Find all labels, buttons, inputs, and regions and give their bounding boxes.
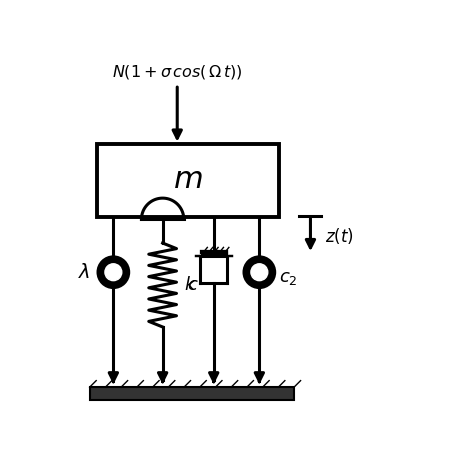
Bar xyxy=(97,145,279,218)
Text: $k$: $k$ xyxy=(184,276,197,294)
Text: $z(t)$: $z(t)$ xyxy=(325,227,354,246)
Text: $\lambda$: $\lambda$ xyxy=(78,263,91,282)
Circle shape xyxy=(105,264,122,281)
Text: $c$: $c$ xyxy=(187,276,199,294)
Text: $N(1+\sigma\, cos(\, \Omega\, t))$: $N(1+\sigma\, cos(\, \Omega\, t))$ xyxy=(112,63,243,81)
Text: $c_2$: $c_2$ xyxy=(279,269,297,287)
Bar xyxy=(90,387,294,400)
Circle shape xyxy=(98,257,128,288)
Text: $m$: $m$ xyxy=(173,164,203,194)
Circle shape xyxy=(244,257,274,288)
Circle shape xyxy=(251,264,268,281)
